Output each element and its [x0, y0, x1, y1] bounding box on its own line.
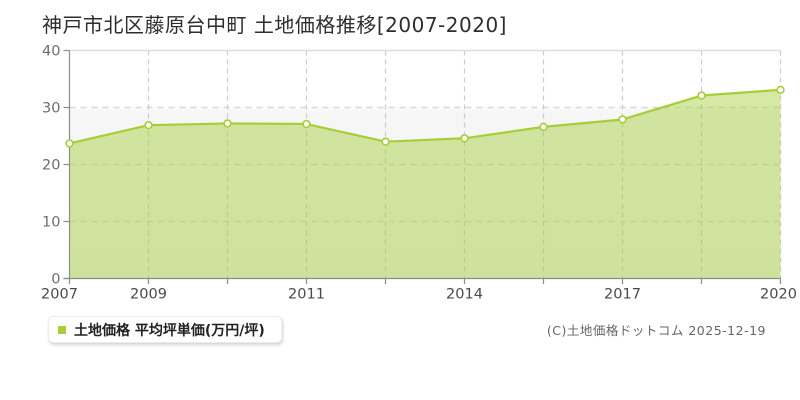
svg-text:2007: 2007	[41, 287, 78, 303]
svg-text:2017: 2017	[604, 287, 641, 303]
legend-series-marker-icon	[58, 325, 66, 334]
legend-label: 土地価格 平均坪単価(万円/坪)	[74, 322, 265, 339]
svg-text:40: 40	[42, 44, 60, 60]
chart-title: 神戸市北区藤原台中町 土地価格推移[2007-2020]	[42, 13, 507, 37]
svg-text:30: 30	[42, 101, 60, 117]
svg-text:10: 10	[42, 215, 60, 231]
legend: 土地価格 平均坪単価(万円/坪)	[48, 316, 282, 343]
copyright-text: (C)土地価格ドットコム 2025-12-19	[546, 323, 766, 338]
svg-text:20: 20	[42, 158, 60, 174]
svg-text:2011: 2011	[288, 287, 325, 303]
svg-text:2009: 2009	[130, 287, 167, 303]
svg-text:2014: 2014	[446, 287, 483, 303]
svg-text:0: 0	[51, 272, 60, 288]
price-trend-area-chart: 0 10 20 30 40 2007 2009 2011 2014 2017 2020	[41, 44, 797, 303]
svg-text:2020: 2020	[760, 287, 797, 303]
